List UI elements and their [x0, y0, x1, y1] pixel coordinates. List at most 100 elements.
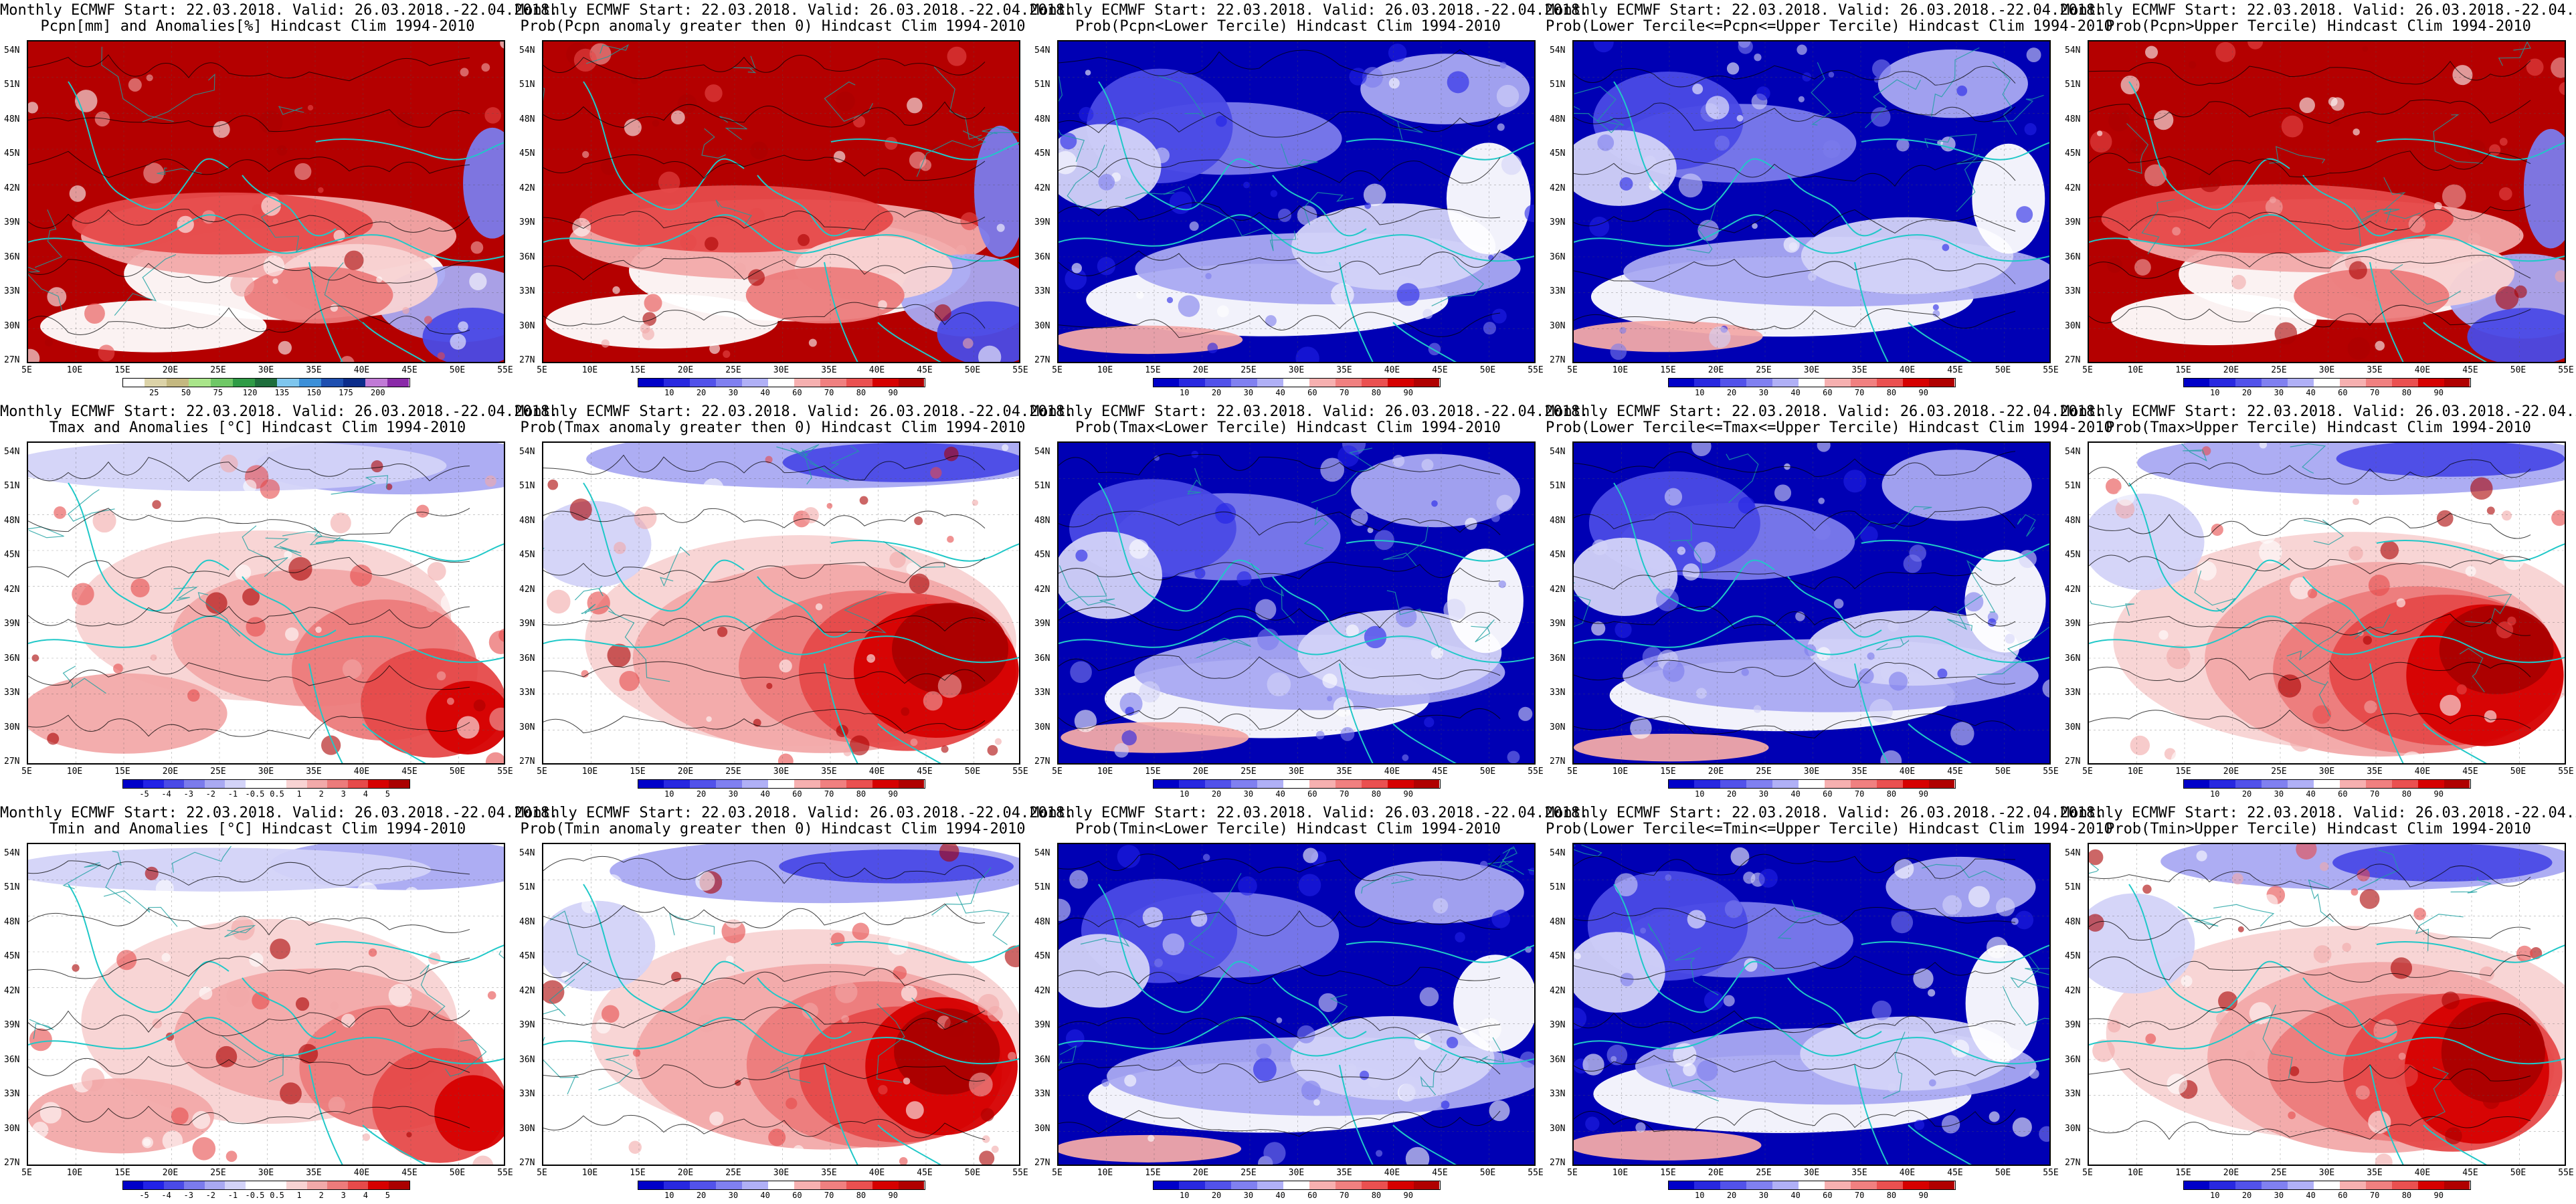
- colorbar-tick: 175: [339, 388, 353, 397]
- colorbar-tick: 2: [318, 1191, 324, 1200]
- colorbar-tick: 70: [2369, 388, 2380, 397]
- colorbar-swatch: [1668, 379, 1695, 387]
- colorbar-swatch: [1309, 1181, 1336, 1189]
- lon-label: 25E: [210, 767, 226, 777]
- lon-label: 10E: [66, 767, 83, 777]
- map-panel-pcpn-prob-lower: Monthly ECMWF Start: 22.03.2018. Valid: …: [1030, 0, 1588, 401]
- colorbar-swatch: [1335, 780, 1362, 788]
- lat-label: 45N: [4, 148, 20, 159]
- colorbar-tick: -5: [139, 789, 149, 799]
- colorbar-tick: 20: [1211, 388, 1222, 397]
- lat-label: 39N: [519, 1020, 535, 1031]
- lon-label: 15E: [1145, 767, 1161, 777]
- lon-label: 20E: [2223, 1168, 2239, 1178]
- panel-title-line2: Prob(Tmin anomaly greater then 0) Hindca…: [520, 821, 1026, 837]
- lon-label: 10E: [581, 1168, 598, 1178]
- map-panel-tmax-anom: Monthly ECMWF Start: 22.03.2018. Valid: …: [0, 401, 558, 803]
- lon-label: 35E: [306, 365, 322, 375]
- map-area: [27, 843, 505, 1166]
- lon-label: 30E: [773, 767, 790, 777]
- lat-label: 51N: [1550, 882, 1566, 893]
- colorbar-swatch: [1179, 379, 1206, 387]
- lon-label: 10E: [1612, 365, 1629, 375]
- colorbar-swatch: [276, 379, 299, 387]
- lat-label: 54N: [519, 848, 535, 858]
- lon-label: 25E: [2271, 365, 2287, 375]
- lat-label: 30N: [519, 1123, 535, 1134]
- colorbar-swatch: [204, 780, 225, 788]
- lon-label: 15E: [2175, 365, 2191, 375]
- lon-label: 20E: [162, 1168, 179, 1178]
- panel-title-line1: Monthly ECMWF Start: 22.03.2018. Valid: …: [515, 805, 1074, 821]
- lon-label: 25E: [725, 1168, 741, 1178]
- lon-label: 55E: [2558, 365, 2574, 375]
- colorbar-tick: 70: [2369, 1191, 2380, 1200]
- colorbar-swatch: [1876, 780, 1903, 788]
- colorbar-tick: -1: [227, 789, 238, 799]
- colorbar-tick: 40: [1275, 1191, 1285, 1200]
- panel-title-line1: Monthly ECMWF Start: 22.03.2018. Valid: …: [1546, 805, 2104, 821]
- lon-label: 5E: [1052, 365, 1063, 375]
- colorbar-swatch: [1928, 1181, 1955, 1189]
- lon-label: 50E: [449, 767, 466, 777]
- lat-label: 36N: [4, 252, 20, 262]
- colorbar-swatch: [1850, 379, 1877, 387]
- lat-label: 45N: [1034, 951, 1050, 962]
- colorbar-tick: 70: [824, 789, 834, 799]
- colorbar-swatch: [794, 780, 820, 788]
- lat-label: 48N: [519, 114, 535, 124]
- map-panel-pcpn-prob-gt0: Monthly ECMWF Start: 22.03.2018. Valid: …: [515, 0, 1073, 401]
- map-panel-tmax-prob-gt0: Monthly ECMWF Start: 22.03.2018. Valid: …: [515, 401, 1074, 803]
- colorbar-swatch: [2417, 1181, 2444, 1189]
- colorbar-tick: 90: [1918, 388, 1928, 397]
- lat-label: 54N: [2065, 848, 2081, 858]
- lat-label: 51N: [4, 882, 20, 893]
- lat-label: 42N: [519, 183, 535, 193]
- lon-label: 25E: [210, 1168, 226, 1178]
- lat-label: 54N: [1034, 447, 1050, 457]
- lon-label: 20E: [162, 767, 179, 777]
- colorbar-swatch: [1928, 379, 1955, 387]
- panel-title-line1: Monthly ECMWF Start: 22.03.2018. Valid: …: [1030, 403, 1589, 420]
- colorbar-tick: -4: [161, 1191, 171, 1200]
- lon-label: 20E: [1708, 365, 1724, 375]
- lon-label: 50E: [2510, 1168, 2526, 1178]
- lat-label: 30N: [519, 320, 535, 331]
- map-field: [2089, 844, 2565, 1165]
- colorbar-swatch: [365, 379, 387, 387]
- map-panel-tmin-prob-middle: Monthly ECMWF Start: 22.03.2018. Valid: …: [1546, 803, 2113, 1204]
- lat-label: 39N: [1550, 619, 1566, 629]
- lon-label: 55E: [1528, 365, 1544, 375]
- lon-label: 45E: [917, 365, 933, 375]
- lat-label: 30N: [2065, 320, 2081, 331]
- lon-label: 5E: [537, 365, 547, 375]
- colorbar: [637, 779, 925, 789]
- lon-label: 50E: [964, 1168, 981, 1178]
- colorbar-tick: 80: [1886, 789, 1897, 799]
- lon-label: 5E: [537, 767, 547, 777]
- colorbar-tick: 80: [2401, 789, 2412, 799]
- lat-label: 33N: [519, 688, 535, 698]
- map-field: [28, 844, 504, 1165]
- lon-label: 35E: [1851, 1168, 1867, 1178]
- lat-label: 42N: [1550, 183, 1566, 193]
- panel-title-line1: Monthly ECMWF Start: 22.03.2018. Valid: …: [515, 403, 1074, 420]
- colorbar-swatch: [1231, 379, 1258, 387]
- colorbar-tick: 30: [728, 388, 739, 397]
- lon-label: 20E: [1708, 767, 1724, 777]
- colorbar-tick: 50: [181, 388, 191, 397]
- lon-label: 10E: [1612, 1168, 1629, 1178]
- lat-label: 27N: [2065, 757, 2081, 767]
- colorbar-tick: 5: [385, 1191, 391, 1200]
- map-area: [542, 843, 1020, 1166]
- map-field: [543, 844, 1019, 1165]
- colorbar-swatch: [1387, 780, 1414, 788]
- colorbar-swatch: [122, 379, 145, 387]
- lat-label: 30N: [2065, 722, 2081, 732]
- colorbar-swatch: [2339, 379, 2366, 387]
- map-field: [1059, 443, 1534, 763]
- lon-label: 45E: [1432, 1168, 1448, 1178]
- colorbar: [2183, 1181, 2471, 1190]
- lat-label: 33N: [2065, 1089, 2081, 1100]
- colorbar-tick: 80: [1886, 388, 1897, 397]
